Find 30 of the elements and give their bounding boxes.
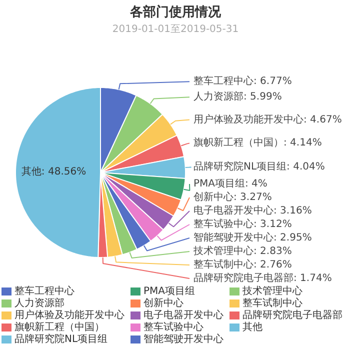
- data-label: 品牌研究院电子电器部: 1.74%: [194, 272, 332, 284]
- data-label: 旗帜新工程（中国）: 4.14%: [194, 136, 322, 149]
- data-label: PMA项目组: 4%: [194, 178, 268, 190]
- legend-label: 整车试制中心: [242, 297, 302, 309]
- legend-label: 智能驾驶开发中心: [144, 333, 224, 345]
- legend-label: 品牌研究院NL项目组: [14, 333, 108, 345]
- legend-label: 整车工程中心: [14, 285, 74, 297]
- legend-label: 人力资源部: [14, 297, 64, 309]
- data-label: 智能驾驶开发中心: 2.95%: [194, 232, 312, 244]
- legend-label: 整车试验中心: [144, 321, 204, 333]
- legend-label: 技术管理中心: [242, 285, 302, 297]
- legend-label: 旗帜新工程（中国）: [14, 321, 104, 333]
- legend-label: 创新中心: [144, 297, 184, 309]
- data-label: 电子电器开发中心: 3.16%: [194, 204, 312, 216]
- legend-label: 用户体验及功能开发中心: [14, 309, 124, 321]
- legend-label: PMA项目组: [144, 285, 195, 297]
- data-label: 品牌研究院NL项目组: 4.04%: [194, 160, 325, 173]
- data-label: 用户体验及功能开发中心: 4.67%: [194, 113, 342, 126]
- legend-label: 电子电器开发中心: [144, 309, 224, 321]
- legend-label: 其他: [242, 321, 262, 333]
- data-label: 整车试制中心: 2.76%: [194, 258, 292, 270]
- data-label: 人力资源部: 5.99%: [194, 90, 282, 103]
- legend-label: 品牌研究院电子电器部: [242, 309, 342, 321]
- data-label: 整车工程中心: 6.77%: [194, 75, 292, 88]
- data-label: 整车试验中心: 3.12%: [194, 218, 292, 230]
- data-label: 创新中心: 3.27%: [194, 191, 272, 203]
- chart-title: 各部门使用情况: [129, 4, 222, 20]
- data-label: 技术管理中心: 2.83%: [192, 245, 292, 257]
- data-label: 其他: 48.56%: [21, 165, 86, 178]
- chart-subtitle: 2019-01-01至2019-05-31: [112, 24, 239, 35]
